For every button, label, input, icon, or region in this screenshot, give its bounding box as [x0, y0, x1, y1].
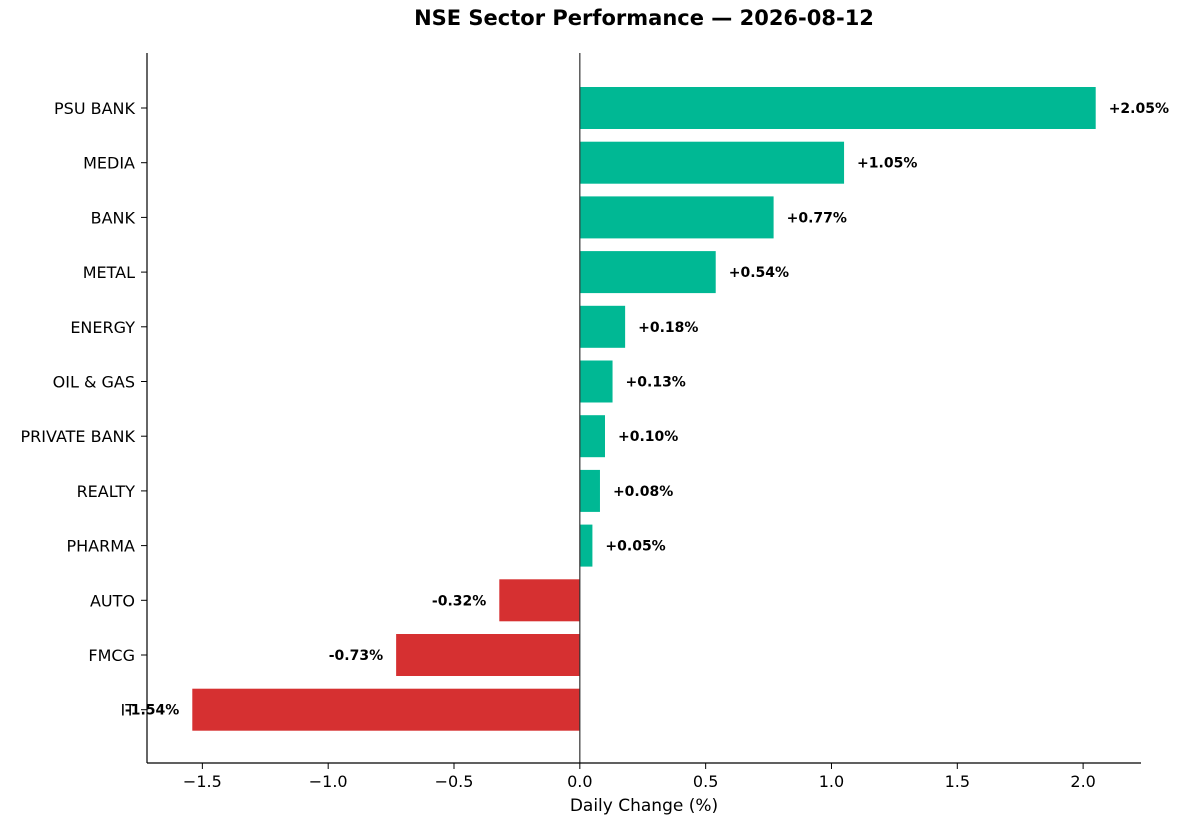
bar-value-label: -0.73%	[329, 648, 383, 664]
y-tick-label: AUTO	[90, 591, 135, 610]
bar-value-label: +0.10%	[618, 429, 678, 445]
x-tick-label: 0.0	[567, 772, 592, 791]
y-tick-label: PSU BANK	[54, 99, 135, 118]
y-tick-label: PHARMA	[67, 537, 136, 556]
y-tick-label: IT	[121, 701, 136, 720]
bar-value-label: -0.32%	[432, 593, 486, 609]
bar	[579, 360, 613, 403]
x-tick-label: 0.5	[693, 772, 718, 791]
y-tick-label: OIL & GAS	[53, 373, 135, 392]
bar-value-label: +0.54%	[729, 265, 789, 281]
y-tick-label: BANK	[91, 208, 136, 227]
bar-value-label: +2.05%	[1109, 101, 1169, 117]
x-tick-label: 1.0	[819, 772, 844, 791]
bar	[579, 87, 1096, 129]
x-tick-label: −1.5	[183, 772, 222, 791]
x-tick-label: 2.0	[1070, 772, 1095, 791]
bar	[192, 688, 580, 731]
bar-value-label: -1.54%	[125, 703, 179, 719]
x-tick-label: −1.0	[309, 772, 348, 791]
bar-value-label: +1.05%	[857, 156, 917, 172]
x-tick-label: −0.5	[435, 772, 474, 791]
y-tick-label: ENERGY	[70, 318, 135, 337]
y-tick-label: MEDIA	[83, 154, 135, 173]
bar-value-label: +0.18%	[638, 320, 698, 336]
y-tick-label: PRIVATE BANK	[21, 427, 136, 446]
bar	[579, 305, 626, 348]
bar	[579, 196, 774, 239]
bar-value-label: +0.08%	[613, 484, 673, 500]
y-tick-label: METAL	[83, 263, 135, 282]
bar-value-label: +0.77%	[787, 210, 847, 226]
bar	[579, 524, 593, 567]
x-tick-label: 1.5	[945, 772, 970, 791]
y-tick-label: REALTY	[77, 482, 136, 501]
bar	[579, 469, 600, 512]
bar-value-label: +0.13%	[626, 375, 686, 391]
bar	[396, 634, 580, 676]
chart-title: NSE Sector Performance — 2026-08-12	[414, 6, 874, 30]
bar	[499, 579, 580, 622]
bar	[579, 251, 716, 294]
bar	[579, 415, 605, 458]
x-axis-label: Daily Change (%)	[570, 796, 718, 816]
y-tick-label: FMCG	[88, 646, 135, 665]
bar	[579, 141, 845, 184]
bar-value-label: +0.05%	[605, 539, 665, 555]
